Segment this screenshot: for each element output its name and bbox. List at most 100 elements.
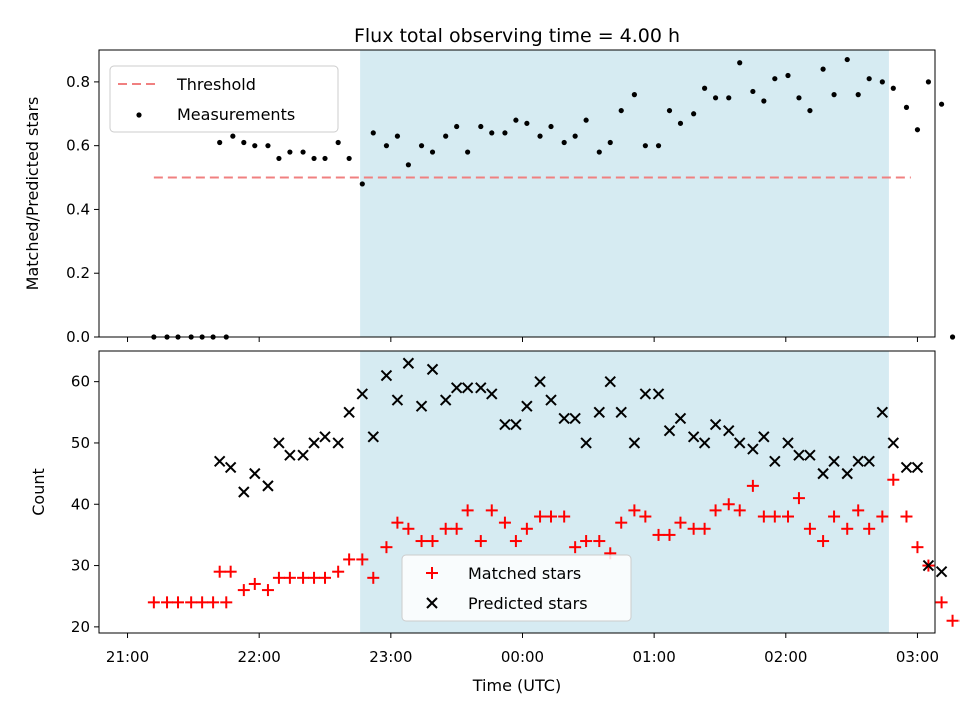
measurement-point	[265, 143, 271, 149]
predicted-star-point	[238, 486, 250, 498]
matched-star-point	[852, 504, 865, 517]
measurement-point	[524, 120, 530, 126]
predicted-star-point	[521, 400, 533, 412]
matched-star-point	[196, 596, 209, 609]
bottom-legend: Matched stars Predicted stars	[401, 554, 632, 622]
measurement-point	[807, 107, 813, 114]
measurement-point	[726, 95, 732, 101]
matched-star-point	[319, 571, 332, 584]
predicted-star-point	[782, 437, 794, 449]
matched-star-point	[698, 522, 711, 535]
predicted-star-point	[887, 437, 900, 449]
measurement-point	[370, 130, 376, 136]
measurement-point	[691, 111, 697, 117]
predicted-star-point	[380, 369, 393, 382]
measurement-point	[844, 56, 850, 63]
matched-star-point	[332, 565, 345, 578]
predicted-star-point	[628, 437, 641, 449]
measurement-point	[383, 143, 390, 149]
top-y-tick-label: 0.0	[66, 328, 90, 346]
matched-star-point	[876, 510, 889, 523]
matched-star-point	[220, 596, 233, 609]
measurement-point	[217, 139, 223, 146]
matched-star-point	[687, 522, 700, 535]
bottom-x-tick-label: 02:00	[764, 648, 807, 666]
predicted-star-point	[450, 382, 463, 394]
measurement-point	[561, 139, 567, 146]
matched-star-point	[841, 522, 854, 535]
matched-star-point	[509, 535, 522, 548]
measurement-point	[359, 181, 365, 187]
predicted-star-point	[308, 437, 320, 449]
predicted-star-point	[698, 437, 711, 449]
matched-star-point	[709, 504, 722, 517]
predicted-star-point	[876, 406, 889, 419]
matched-star-point	[450, 522, 463, 535]
bottom-axes-frame	[98, 350, 936, 634]
predicted-star-point	[439, 394, 452, 406]
predicted-star-point	[709, 418, 722, 431]
measurement-point	[607, 139, 613, 146]
measurement-point	[489, 130, 495, 136]
bottom-y-tick-label: 60	[71, 373, 90, 391]
matched-star-point	[534, 510, 547, 523]
x-axis-label: Time (UTC)	[472, 676, 561, 695]
matched-star-point	[380, 541, 393, 554]
measurement-point	[761, 98, 767, 104]
bottom-y-tick-label: 40	[71, 495, 90, 513]
matched-star-point	[272, 571, 285, 584]
measurement-point	[677, 120, 684, 126]
measurement-point	[618, 107, 624, 114]
predicted-star-point	[391, 394, 404, 406]
predicted-star-point	[262, 480, 274, 492]
top-axes-frame	[98, 49, 936, 338]
bottom-y-tick-label: 30	[71, 557, 90, 575]
bottom-x-tick-label: 21:00	[106, 648, 149, 666]
matched-star-point	[887, 473, 900, 486]
measurement-point	[855, 92, 861, 98]
matched-star-point	[237, 584, 250, 597]
matched-star-point	[171, 596, 184, 609]
measurement-point	[796, 95, 802, 101]
measurement-point	[750, 88, 756, 95]
predicted-star-point	[769, 455, 781, 468]
measurement-point	[405, 162, 411, 168]
measurement-point	[596, 149, 602, 155]
predicted-star-point	[900, 461, 913, 474]
predicted-star-point	[863, 455, 875, 468]
bottom-x-tick-label: 23:00	[369, 648, 412, 666]
measurement-point	[631, 92, 637, 98]
predicted-star-point	[224, 461, 237, 474]
predicted-star-point	[580, 437, 592, 449]
top-legend-box	[109, 65, 339, 133]
matched-star-point	[261, 584, 274, 597]
bottom-x-tick-label: 01:00	[633, 648, 676, 666]
predicted-star-point	[593, 406, 605, 419]
matched-star-point	[663, 528, 676, 541]
predicted-star-point	[249, 467, 261, 480]
predicted-star-point	[332, 437, 344, 449]
matched-star-point	[224, 565, 237, 578]
matched-star-point	[722, 498, 735, 511]
measurement-point	[890, 85, 896, 91]
legend-matched-label: Matched stars	[468, 564, 581, 583]
predicted-star-point	[319, 431, 331, 443]
matched-star-point	[946, 614, 959, 627]
predicted-star-point	[935, 565, 948, 578]
measurement-point	[785, 72, 791, 79]
bottom-x-tick-label: 00:00	[501, 648, 544, 666]
measurement-point	[322, 155, 328, 162]
matched-star-point	[207, 596, 220, 609]
measurement-point	[335, 139, 341, 146]
predicted-star-point	[734, 437, 746, 449]
matched-star-point	[615, 516, 628, 529]
matched-star-point	[161, 596, 174, 609]
bottom-y-ticks: 20 30 40 50 60	[71, 373, 99, 636]
measurement-point	[831, 92, 837, 98]
predicted-star-point	[415, 400, 428, 412]
matched-star-point	[297, 571, 310, 584]
matched-star-point	[768, 510, 781, 523]
top-shaded-interval	[360, 50, 889, 337]
predicted-star-point	[297, 449, 309, 461]
measurement-point	[429, 149, 436, 155]
